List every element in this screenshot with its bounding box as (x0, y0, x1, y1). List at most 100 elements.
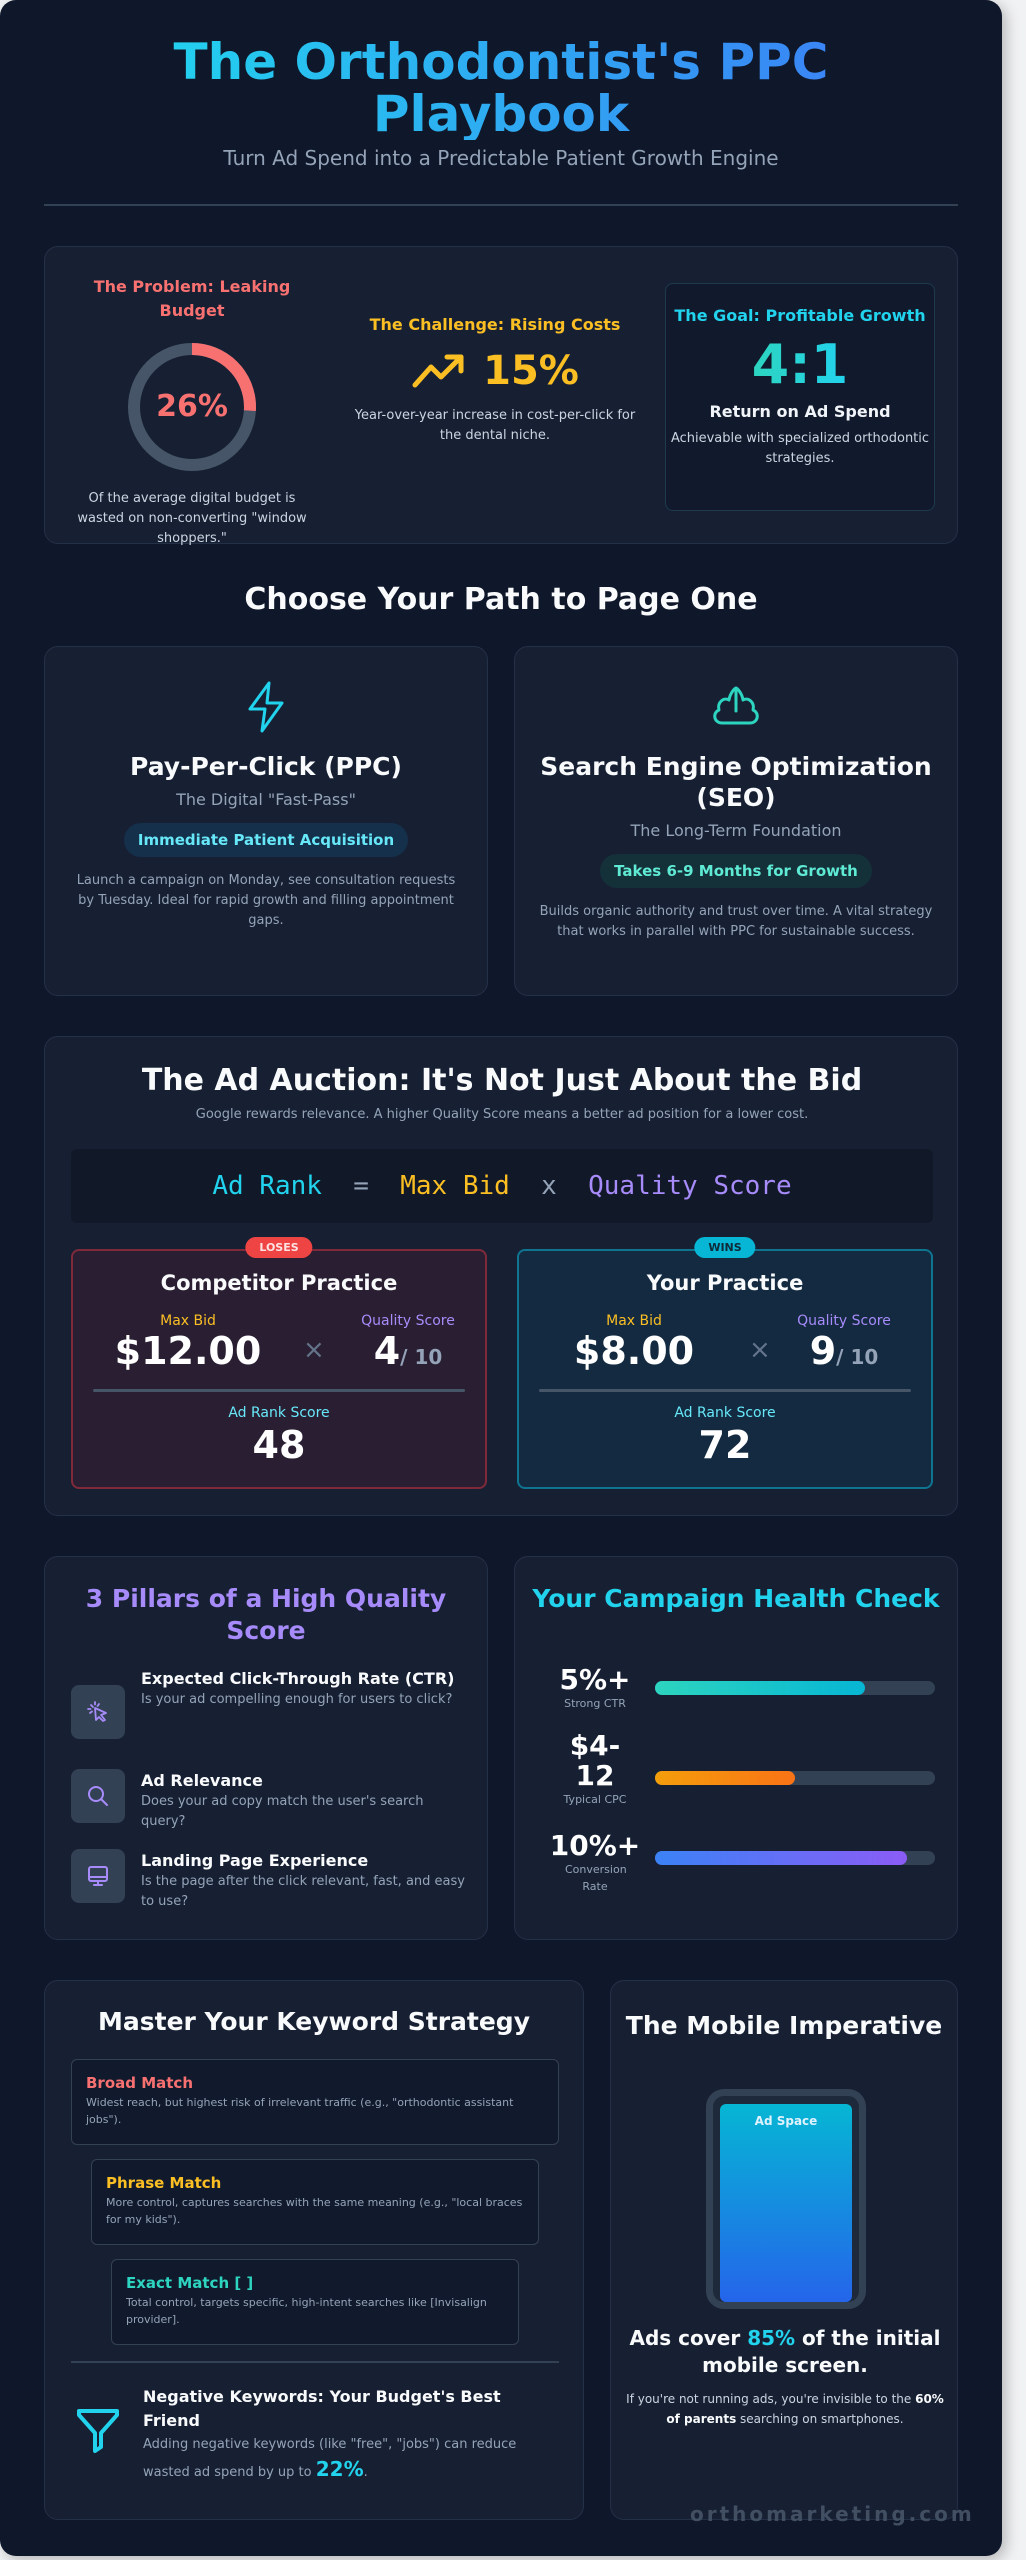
competitor-bid-label: Max Bid (160, 1313, 216, 1329)
divider (93, 1389, 465, 1392)
keyword-match-description: Widest reach, but highest risk of irrele… (86, 2096, 514, 2126)
competitor-qs-max: / 10 (400, 1345, 443, 1369)
problem-title: The Problem: Leaking Budget (93, 277, 291, 320)
keyword-match-description: More control, captures searches with the… (106, 2196, 523, 2226)
divider (539, 1389, 911, 1392)
keyword-match-title: Exact Match [ ] (126, 2274, 254, 2292)
search-icon (88, 1786, 108, 1806)
health-title: Your Campaign Health Check (532, 1584, 940, 1613)
ppc-subtitle: The Digital "Fast-Pass" (176, 790, 356, 809)
monitor-icon (88, 1866, 108, 1886)
competitor-practice-card: LOSES Competitor Practice Max Bid $12.00… (71, 1237, 487, 1489)
trending-up-icon (412, 354, 464, 388)
path-card-seo: Search Engine Optimization (SEO) The Lon… (514, 646, 958, 996)
negative-keywords-title: Negative Keywords: Your Budget's Best Fr… (143, 2387, 501, 2430)
your-bid-label: Max Bid (606, 1313, 662, 1329)
keyword-match-title: Phrase Match (106, 2174, 222, 2192)
problem-description: Of the average digital budget is wasted … (77, 491, 307, 546)
negative-keywords-description: Adding negative keywords (like "free", "… (143, 2437, 517, 2480)
cloud-upload-icon (713, 686, 759, 725)
lightning-bolt-icon (248, 681, 284, 733)
pillar-description: Is the page after the click relevant, fa… (141, 1874, 465, 1909)
formula-max-bid: Max Bid (400, 1171, 510, 1201)
challenge-description: Year-over-year increase in cost-per-clic… (354, 408, 636, 443)
header-divider (44, 204, 958, 206)
key-stats-card: The Problem: Leaking Budget 26% Of the a… (44, 246, 958, 546)
your-title: Your Practice (646, 1271, 804, 1295)
keywords-title: Master Your Keyword Strategy (97, 2007, 531, 2036)
ppc-pill: Immediate Patient Acquisition (123, 823, 409, 857)
stat-challenge: The Challenge: Rising Costs 15% Year-ove… (345, 315, 645, 446)
seo-pill: Takes 6-9 Months for Growth (600, 854, 872, 888)
stat-goal: The Goal: Profitable Growth 4:1 Return o… (665, 283, 935, 511)
your-qs: 9 (809, 1329, 837, 1373)
progress-bar-fill (655, 1771, 795, 1785)
watermark: orthomarketing.com (690, 2502, 975, 2526)
negative-keywords: Negative Keywords: Your Budget's Best Fr… (143, 2385, 563, 2485)
ad-rank-formula: Ad Rank = Max Bid x Quality Score (71, 1149, 933, 1223)
competitor-qs: 4 (373, 1329, 401, 1373)
progress-bar (655, 1851, 935, 1865)
mobile-description: If you're not running ads, you're invisi… (626, 2392, 944, 2426)
path-card-ppc: Pay-Per-Click (PPC) The Digital "Fast-Pa… (44, 646, 488, 996)
mobile-desc-bold: 60% of parents (666, 2392, 944, 2426)
metric-label: Conversion Rate (565, 1863, 627, 1893)
your-qs-max: / 10 (836, 1345, 879, 1369)
keyword-match-description: Total control, targets specific, high-in… (126, 2296, 487, 2326)
infographic-frame: The Orthodontist's PPC Playbook Turn Ad … (0, 0, 1002, 2556)
donut-ring-icon (128, 343, 256, 471)
your-bid: $8.00 (573, 1329, 695, 1373)
ppc-title: Pay-Per-Click (PPC) (130, 752, 402, 781)
auction-title: The Ad Auction: It's Not Just About the … (141, 1063, 863, 1098)
keyword-exact-match: Exact Match [ ] Total control, targets s… (111, 2259, 519, 2345)
pillars-title: 3 Pillars of a High Quality Score (85, 1584, 447, 1645)
goal-title: The Goal: Profitable Growth (674, 306, 926, 325)
formula-ad-rank: Ad Rank (212, 1171, 322, 1201)
formula-equals: = (353, 1171, 369, 1201)
campaign-health-card: Your Campaign Health Check 5%+ Strong CTR… (514, 1556, 958, 1940)
challenge-value: 15% (483, 348, 579, 394)
stat-problem: The Problem: Leaking Budget 26% Of the a… (67, 275, 317, 549)
keyword-broad-match: Broad Match Widest reach, but highest ri… (71, 2059, 559, 2145)
multiply-icon: × (303, 1335, 325, 1365)
quality-score-pillars-card: 3 Pillars of a High Quality Score Expect… (44, 1556, 488, 1940)
page-title: The Orthodontist's PPC Playbook (141, 36, 861, 140)
metric-value: $4-12 (569, 1729, 621, 1792)
seo-description: Builds organic authority and trust over … (539, 904, 933, 939)
progress-bar-fill (655, 1681, 865, 1695)
metric-label: Typical CPC (563, 1793, 627, 1806)
your-practice-card: WINS Your Practice Max Bid $8.00 × Quali… (517, 1237, 933, 1489)
challenge-title: The Challenge: Rising Costs (369, 315, 621, 334)
formula-times: x (541, 1171, 557, 1201)
goal-value: 4:1 (751, 333, 849, 396)
competitor-qs-label: Quality Score (361, 1313, 455, 1329)
page-subtitle: Turn Ad Spend into a Predictable Patient… (223, 146, 779, 170)
ad-space: Ad Space (720, 2104, 852, 2302)
multiply-icon: × (749, 1335, 771, 1365)
filter-funnel-icon (77, 2409, 119, 2453)
keyword-phrase-match: Phrase Match More control, captures sear… (91, 2159, 539, 2245)
auction-subtitle: Google rewards relevance. A higher Quali… (195, 1107, 809, 1122)
wins-badge: WINS (694, 1237, 756, 1258)
mobile-imperative-card: The Mobile Imperative Ad Space Ads cover… (610, 1980, 958, 2520)
keyword-strategy-card: Master Your Keyword Strategy Broad Match… (44, 1980, 584, 2520)
seo-title: Search Engine Optimization (SEO) (540, 752, 932, 812)
negative-keywords-highlight: 22% (315, 2457, 364, 2481)
metric-value: 10%+ (549, 1829, 641, 1862)
progress-bar-fill (655, 1851, 907, 1865)
pillar-title: Landing Page Experience (141, 1851, 369, 1870)
your-rank: 72 (698, 1423, 752, 1467)
competitor-rank: 48 (252, 1423, 306, 1467)
progress-bar (655, 1681, 935, 1695)
ad-auction-card: The Ad Auction: It's Not Just About the … (44, 1036, 958, 1516)
formula-quality-score: Quality Score (588, 1171, 792, 1201)
problem-value: 26% (156, 389, 228, 424)
header: The Orthodontist's PPC Playbook Turn Ad … (0, 36, 1002, 170)
metric-value: 5%+ (559, 1663, 631, 1696)
metric-label: Strong CTR (564, 1697, 626, 1710)
your-qs-label: Quality Score (797, 1313, 891, 1329)
cursor-click-icon (87, 1701, 107, 1722)
progress-bar (655, 1771, 935, 1785)
pillar-title: Expected Click-Through Rate (CTR) (141, 1669, 455, 1688)
competitor-bid: $12.00 (114, 1329, 262, 1373)
